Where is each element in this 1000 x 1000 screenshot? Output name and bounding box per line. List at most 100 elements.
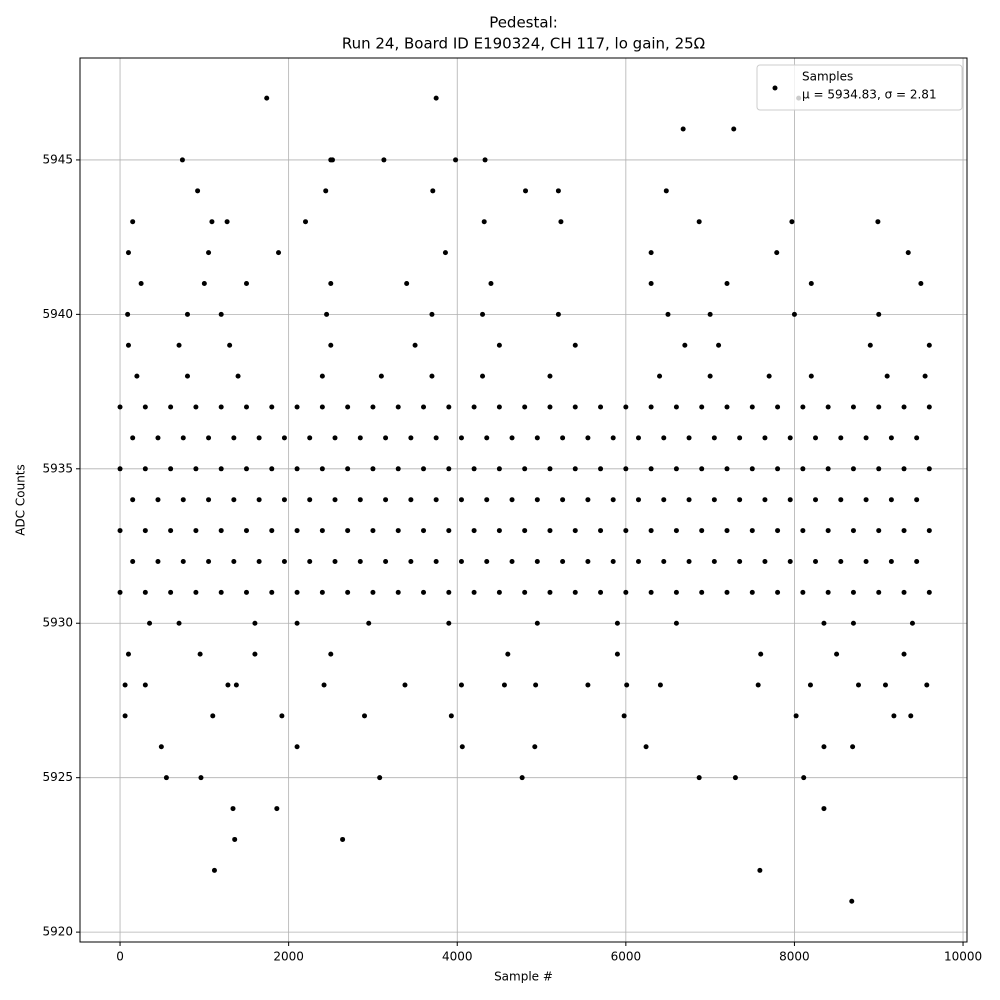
point bbox=[888, 497, 894, 503]
point bbox=[808, 373, 814, 379]
point bbox=[808, 280, 814, 286]
point bbox=[395, 528, 401, 534]
point bbox=[294, 404, 300, 410]
point bbox=[332, 558, 338, 564]
point bbox=[673, 466, 679, 472]
point bbox=[863, 435, 869, 441]
point bbox=[433, 558, 439, 564]
point bbox=[252, 651, 258, 657]
point bbox=[429, 373, 435, 379]
point bbox=[635, 435, 641, 441]
point bbox=[724, 528, 730, 534]
point bbox=[370, 466, 376, 472]
point bbox=[130, 558, 136, 564]
point bbox=[737, 435, 743, 441]
point bbox=[421, 466, 427, 472]
point bbox=[184, 311, 190, 317]
point bbox=[294, 528, 300, 534]
point bbox=[724, 404, 730, 410]
point bbox=[732, 775, 738, 781]
point bbox=[155, 558, 161, 564]
point bbox=[158, 744, 164, 750]
point bbox=[560, 497, 566, 503]
point bbox=[395, 404, 401, 410]
points bbox=[117, 95, 932, 904]
point bbox=[834, 651, 840, 657]
point bbox=[168, 589, 174, 595]
point bbox=[446, 466, 452, 472]
point bbox=[623, 466, 629, 472]
point bbox=[598, 589, 604, 595]
point bbox=[793, 713, 799, 719]
point bbox=[130, 497, 136, 503]
point bbox=[838, 558, 844, 564]
point bbox=[699, 404, 705, 410]
point bbox=[813, 558, 819, 564]
point bbox=[206, 435, 212, 441]
point bbox=[480, 373, 486, 379]
point bbox=[269, 589, 275, 595]
point bbox=[884, 373, 890, 379]
point bbox=[926, 342, 932, 348]
point bbox=[924, 682, 930, 688]
point bbox=[755, 682, 761, 688]
point bbox=[825, 528, 831, 534]
legend-box bbox=[756, 64, 963, 111]
point bbox=[408, 435, 414, 441]
point bbox=[243, 589, 249, 595]
point bbox=[433, 497, 439, 503]
point bbox=[614, 651, 620, 657]
point bbox=[775, 528, 781, 534]
point bbox=[448, 713, 454, 719]
point bbox=[433, 435, 439, 441]
point bbox=[749, 466, 755, 472]
point bbox=[762, 497, 768, 503]
point bbox=[458, 682, 464, 688]
point bbox=[762, 435, 768, 441]
point bbox=[184, 373, 190, 379]
point bbox=[905, 250, 911, 256]
point bbox=[648, 280, 654, 286]
point bbox=[863, 558, 869, 564]
point bbox=[210, 713, 216, 719]
y-tick-label: 5920 bbox=[42, 925, 73, 939]
point bbox=[908, 713, 914, 719]
point bbox=[138, 280, 144, 286]
point bbox=[274, 806, 280, 812]
point bbox=[256, 497, 262, 503]
point bbox=[707, 311, 713, 317]
point bbox=[412, 342, 418, 348]
point bbox=[926, 528, 932, 534]
point bbox=[357, 558, 363, 564]
point bbox=[888, 558, 894, 564]
point bbox=[800, 404, 806, 410]
point bbox=[749, 589, 755, 595]
point bbox=[303, 219, 309, 225]
point bbox=[294, 744, 300, 750]
point bbox=[762, 558, 768, 564]
point bbox=[340, 836, 346, 842]
point bbox=[707, 373, 713, 379]
point bbox=[821, 744, 827, 750]
point bbox=[294, 589, 300, 595]
point bbox=[926, 404, 932, 410]
point bbox=[648, 466, 654, 472]
point bbox=[711, 558, 717, 564]
point bbox=[458, 558, 464, 564]
point bbox=[488, 280, 494, 286]
point bbox=[404, 280, 410, 286]
point bbox=[922, 373, 928, 379]
point bbox=[496, 404, 502, 410]
point bbox=[421, 589, 427, 595]
point bbox=[534, 620, 540, 626]
point bbox=[757, 867, 763, 873]
x-axis-label: Sample # bbox=[494, 970, 553, 984]
point bbox=[825, 589, 831, 595]
point bbox=[321, 682, 327, 688]
point bbox=[648, 250, 654, 256]
point bbox=[623, 589, 629, 595]
point bbox=[378, 373, 384, 379]
point bbox=[699, 589, 705, 595]
chart-title: Run 24, Board ID E190324, CH 117, lo gai… bbox=[342, 35, 705, 53]
point bbox=[522, 528, 528, 534]
